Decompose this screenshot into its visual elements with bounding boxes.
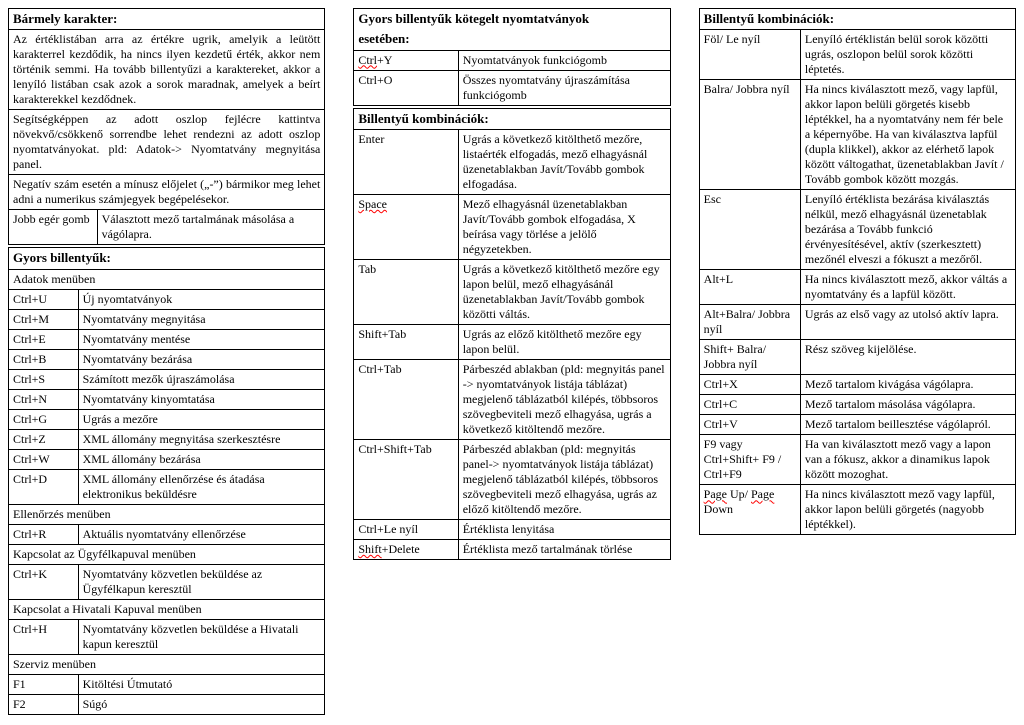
value-cell: Értéklista lenyitása <box>458 519 670 539</box>
value-cell: Nyomtatvány megnyitása <box>78 309 325 329</box>
key-cell: Ctrl+V <box>699 415 800 435</box>
col1-para-1: Az értéklistában arra az értékre ugrik, … <box>9 30 325 110</box>
col1-sub-4: Kapcsolat a Hivatali Kapuval menüben <box>9 599 325 619</box>
key-cell: Ctrl+Z <box>9 429 79 449</box>
key-cell: Ctrl+Y <box>354 50 458 70</box>
key-cell: Ctrl+Shift+Tab <box>354 439 458 519</box>
key-cell: Shift+ Balra/ Jobbra nyíl <box>699 340 800 375</box>
value-cell: Számított mezők újraszámolása <box>78 369 325 389</box>
value-cell: Nyomtatvány közvetlen beküldése a Hivata… <box>78 619 325 654</box>
value-cell: XML állomány bezárása <box>78 449 325 469</box>
column-1: Bármely karakter: Az értéklistában arra … <box>8 8 325 717</box>
column-2: Gyors billentyűk kötegelt nyomtatványok … <box>353 8 670 562</box>
col2-header-1a: Gyors billentyűk kötegelt nyomtatványok <box>354 9 670 30</box>
key-cell: Ctrl+D <box>9 469 79 504</box>
value-cell: Rész szöveg kijelölése. <box>800 340 1015 375</box>
value-cell: XML állomány ellenőrzése és átadása elek… <box>78 469 325 504</box>
key-cell: Space <box>354 194 458 259</box>
key-cell: F2 <box>9 694 79 714</box>
key-cell: Esc <box>699 190 800 270</box>
key-cell: Enter <box>354 129 458 194</box>
col2-table-combos: Billentyű kombinációk: EnterUgrás a köve… <box>353 108 670 560</box>
value-cell: Ugrás az előző kitölthető mezőre egy lap… <box>458 324 670 359</box>
key-cell: Ctrl+M <box>9 309 79 329</box>
value-cell: Nyomtatvány mentése <box>78 329 325 349</box>
col1-mouse-key: Jobb egér gomb <box>9 210 98 245</box>
value-cell: Ugrás a következő kitölthető mezőre egy … <box>458 259 670 324</box>
col1-header-2: Gyors billentyűk: <box>9 248 325 269</box>
value-cell: Aktuális nyomtatvány ellenőrzése <box>78 524 325 544</box>
value-cell: Kitöltési Útmutató <box>78 674 325 694</box>
col1-sub-2: Ellenőrzés menüben <box>9 504 325 524</box>
value-cell: Ha nincs kiválasztott mező vagy lapfül, … <box>800 485 1015 535</box>
value-cell: Nyomtatvány bezárása <box>78 349 325 369</box>
key-cell: Ctrl+G <box>9 409 79 429</box>
col3-header-1: Billentyű kombinációk: <box>699 9 1015 30</box>
value-cell: Ha van kiválasztott mező vagy a lapon va… <box>800 435 1015 485</box>
value-cell: Ha nincs kiválasztott mező, akkor váltás… <box>800 270 1015 305</box>
value-cell: Párbeszéd ablakban (pld: megnyitás panel… <box>458 359 670 439</box>
col1-para-3: Negatív szám esetén a mínusz előjelet („… <box>9 175 325 210</box>
key-cell: Ctrl+K <box>9 564 79 599</box>
value-cell: Összes nyomtatvány újraszámítása funkció… <box>458 70 670 105</box>
col3-table: Billentyű kombinációk: Föl/ Le nyílLenyí… <box>699 8 1016 535</box>
key-cell: F1 <box>9 674 79 694</box>
value-cell: Mező tartalom beillesztése vágólapról. <box>800 415 1015 435</box>
key-cell: Alt+L <box>699 270 800 305</box>
key-cell: Balra/ Jobbra nyíl <box>699 80 800 190</box>
value-cell: Új nyomtatványok <box>78 289 325 309</box>
value-cell: Ugrás a mezőre <box>78 409 325 429</box>
key-cell: Shift+Delete <box>354 539 458 559</box>
value-cell: Párbeszéd ablakban (pld: megnyitás panel… <box>458 439 670 519</box>
key-cell: Ctrl+U <box>9 289 79 309</box>
key-cell: Föl/ Le nyíl <box>699 30 800 80</box>
value-cell: Nyomtatvány közvetlen beküldése az Ügyfé… <box>78 564 325 599</box>
value-cell: Mező elhagyásnál üzenetablakban Javít/To… <box>458 194 670 259</box>
key-cell: Ctrl+W <box>9 449 79 469</box>
key-cell: Page Up/ Page Down <box>699 485 800 535</box>
value-cell: Ugrás a következő kitölthető mezőre, lis… <box>458 129 670 194</box>
col2-table-top: Gyors billentyűk kötegelt nyomtatványok … <box>353 8 670 106</box>
key-cell: Tab <box>354 259 458 324</box>
key-cell: Ctrl+Tab <box>354 359 458 439</box>
col2-header-2: Billentyű kombinációk: <box>354 108 670 129</box>
value-cell: Lenyíló értéklistán belül sorok közötti … <box>800 30 1015 80</box>
value-cell: Mező tartalom másolása vágólapra. <box>800 395 1015 415</box>
value-cell: Súgó <box>78 694 325 714</box>
key-cell: Ctrl+O <box>354 70 458 105</box>
key-cell: Ctrl+E <box>9 329 79 349</box>
key-cell: Ctrl+B <box>9 349 79 369</box>
value-cell: XML állomány megnyitása szerkesztésre <box>78 429 325 449</box>
key-cell: Ctrl+N <box>9 389 79 409</box>
key-cell: Ctrl+R <box>9 524 79 544</box>
col1-sub-5: Szerviz menüben <box>9 654 325 674</box>
column-3: Billentyű kombinációk: Föl/ Le nyílLenyí… <box>699 8 1016 537</box>
key-cell: F9 vagy Ctrl+Shift+ F9 / Ctrl+F9 <box>699 435 800 485</box>
key-cell: Shift+Tab <box>354 324 458 359</box>
col1-mouse-val: Választott mező tartalmának másolása a v… <box>97 210 325 245</box>
col2-header-1b: esetében: <box>354 29 670 50</box>
key-cell: Ctrl+C <box>699 395 800 415</box>
value-cell: Nyomtatvány kinyomtatása <box>78 389 325 409</box>
col1-table-top: Bármely karakter: Az értéklistában arra … <box>8 8 325 245</box>
col1-para-2: Segítségképpen az adott oszlop fejlécre … <box>9 110 325 175</box>
value-cell: Ha nincs kiválasztott mező, vagy lapfül,… <box>800 80 1015 190</box>
col1-header-1: Bármely karakter: <box>9 9 325 30</box>
col1-sub-3: Kapcsolat az Ügyfélkapuval menüben <box>9 544 325 564</box>
key-cell: Alt+Balra/ Jobbra nyíl <box>699 305 800 340</box>
value-cell: Nyomtatványok funkciógomb <box>458 50 670 70</box>
value-cell: Értéklista mező tartalmának törlése <box>458 539 670 559</box>
value-cell: Lenyíló értéklista bezárása kiválasztás … <box>800 190 1015 270</box>
key-cell: Ctrl+H <box>9 619 79 654</box>
col1-table-hotkeys: Gyors billentyűk: Adatok menüben Ctrl+UÚ… <box>8 247 325 714</box>
value-cell: Mező tartalom kivágása vágólapra. <box>800 375 1015 395</box>
value-cell: Ugrás az első vagy az utolsó aktív lapra… <box>800 305 1015 340</box>
key-cell: Ctrl+S <box>9 369 79 389</box>
key-cell: Ctrl+X <box>699 375 800 395</box>
col1-sub-1: Adatok menüben <box>9 269 325 289</box>
key-cell: Ctrl+Le nyíl <box>354 519 458 539</box>
